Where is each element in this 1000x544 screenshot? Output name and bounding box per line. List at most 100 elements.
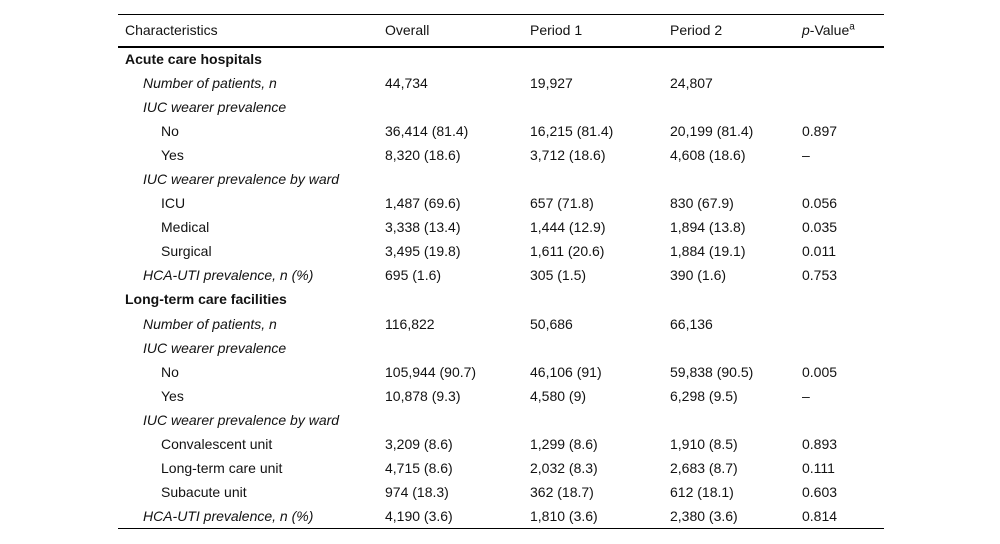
value-cell (670, 336, 802, 360)
col-header-period2: Period 2 (670, 14, 802, 48)
pvalue-label-rest: -Value (809, 22, 850, 39)
value-cell: 1,894 (13.8) (670, 219, 746, 236)
value-cell: 0.035 (802, 219, 838, 236)
table-row: Number of patients, n 44,734 19,927 24,807 (118, 71, 884, 95)
row-label: Yes (161, 146, 184, 163)
value-cell (385, 167, 530, 191)
table-row: No 105,944 (90.7) 46,106 (91) 59,838 (90.5)… (118, 360, 884, 384)
value-cell: 1,884 (19.1) (670, 243, 746, 260)
value-cell: 695 (1.6) (385, 267, 442, 284)
value-cell: 59,838 (90.5) (670, 363, 754, 380)
value-cell: 3,338 (13.4) (385, 219, 461, 236)
row-label: Long-term care unit (161, 460, 283, 477)
row-label: IUC wearer prevalence by ward (143, 411, 340, 428)
value-cell: 1,444 (12.9) (530, 219, 606, 236)
value-cell: 46,106 (91) (530, 363, 602, 380)
value-cell (385, 47, 530, 71)
table-row: Subacute unit 974 (18.3) 362 (18.7) 612 (18… (118, 480, 884, 504)
value-cell (802, 71, 884, 95)
value-cell: 390 (1.6) (670, 267, 727, 284)
value-cell: 10,878 (9.3) (385, 387, 461, 404)
value-cell: 24,807 (670, 74, 713, 91)
row-label: No (161, 363, 179, 380)
value-cell (802, 408, 884, 432)
value-cell (530, 336, 670, 360)
value-cell: 19,927 (530, 74, 573, 91)
row-label: IUC wearer prevalence (143, 339, 287, 356)
header-row: Characteristics Overall Period 1 Period … (118, 14, 884, 48)
value-cell: 2,683 (8.7) (670, 460, 738, 477)
table-row: Long-term care facilities (118, 287, 884, 311)
value-cell: 362 (18.7) (530, 484, 594, 501)
value-cell (385, 336, 530, 360)
value-cell: 44,734 (385, 74, 428, 91)
table-row: Yes 8,320 (18.6) 3,712 (18.6) 4,608 (18.6) – (118, 143, 884, 167)
value-cell: 0.753 (802, 267, 838, 284)
value-cell: 4,608 (18.6) (670, 146, 746, 163)
row-label: Yes (161, 387, 184, 404)
row-label: IUC wearer prevalence by ward (143, 171, 340, 188)
value-cell (670, 167, 802, 191)
value-cell: 4,190 (3.6) (385, 504, 530, 529)
table-row: Medical 3,338 (13.4) 1,444 (12.9) 1,894 (13… (118, 215, 884, 239)
col-header-overall: Overall (385, 14, 530, 48)
value-cell: 0.011 (802, 243, 836, 260)
value-cell (530, 95, 670, 119)
value-cell (802, 336, 884, 360)
value-cell: 6,298 (9.5) (670, 387, 738, 404)
value-cell (802, 287, 884, 311)
table-row: Number of patients, n 116,822 50,686 66,136 (118, 312, 884, 336)
value-cell: 0.814 (802, 504, 884, 529)
value-cell: 0.603 (802, 484, 838, 501)
value-cell: 0.893 (802, 436, 838, 453)
value-cell (385, 408, 530, 432)
row-label: Subacute unit (161, 484, 247, 501)
row-label: IUC wearer prevalence (143, 98, 287, 115)
table-row: HCA-UTI prevalence, n (%) 695 (1.6) 305 (1… (118, 263, 884, 287)
row-label: Number of patients, n (143, 74, 277, 91)
table-row: Surgical 3,495 (19.8) 1,611 (20.6) 1,884 (1… (118, 239, 884, 263)
value-cell: 657 (71.8) (530, 195, 594, 212)
value-cell: – (802, 146, 810, 163)
value-cell (802, 47, 884, 71)
value-cell (530, 167, 670, 191)
table-row: Yes 10,878 (9.3) 4,580 (9) 6,298 (9.5) – (118, 384, 884, 408)
table-row: IUC wearer prevalence (118, 336, 884, 360)
table-row: Acute care hospitals (118, 47, 884, 71)
table-row: IUC wearer prevalence (118, 95, 884, 119)
value-cell: 105,944 (90.7) (385, 363, 477, 380)
table-header: Characteristics Overall Period 1 Period … (118, 14, 884, 48)
value-cell: 0.897 (802, 122, 838, 139)
table-row: No 36,414 (81.4) 16,215 (81.4) 20,199 (81.4… (118, 119, 884, 143)
value-cell (802, 95, 884, 119)
value-cell: 305 (1.5) (530, 267, 587, 284)
value-cell (530, 47, 670, 71)
row-label: Surgical (161, 243, 212, 260)
row-label: Convalescent unit (161, 436, 273, 453)
value-cell (802, 312, 884, 336)
row-label: ICU (161, 195, 186, 212)
value-cell (670, 408, 802, 432)
value-cell: 4,580 (9) (530, 387, 587, 404)
value-cell: 116,822 (385, 315, 435, 332)
value-cell: 3,209 (8.6) (385, 436, 453, 453)
col-header-characteristics: Characteristics (118, 14, 385, 48)
row-label: Medical (161, 219, 210, 236)
value-cell: 1,611 (20.6) (530, 243, 605, 260)
value-cell (530, 287, 670, 311)
pvalue-italic-p: p (802, 22, 810, 39)
table-row: IUC wearer prevalence by ward (118, 408, 884, 432)
value-cell: 8,320 (18.6) (385, 146, 461, 163)
table-row: ICU 1,487 (69.6) 657 (71.8) 830 (67.9) 0.056 (118, 191, 884, 215)
value-cell (530, 408, 670, 432)
value-cell: 2,032 (8.3) (530, 460, 598, 477)
pvalue-footnote-marker: a (849, 21, 855, 33)
value-cell (670, 47, 802, 71)
value-cell: 2,380 (3.6) (670, 504, 802, 529)
statistics-table: Characteristics Overall Period 1 Period … (118, 14, 884, 529)
table-row: Long-term care unit 4,715 (8.6) 2,032 (8.3… (118, 456, 884, 480)
value-cell: 1,299 (8.6) (530, 436, 598, 453)
col-header-period1: Period 1 (530, 14, 670, 48)
value-cell: 0.056 (802, 195, 838, 212)
value-cell: 3,495 (19.8) (385, 243, 461, 260)
